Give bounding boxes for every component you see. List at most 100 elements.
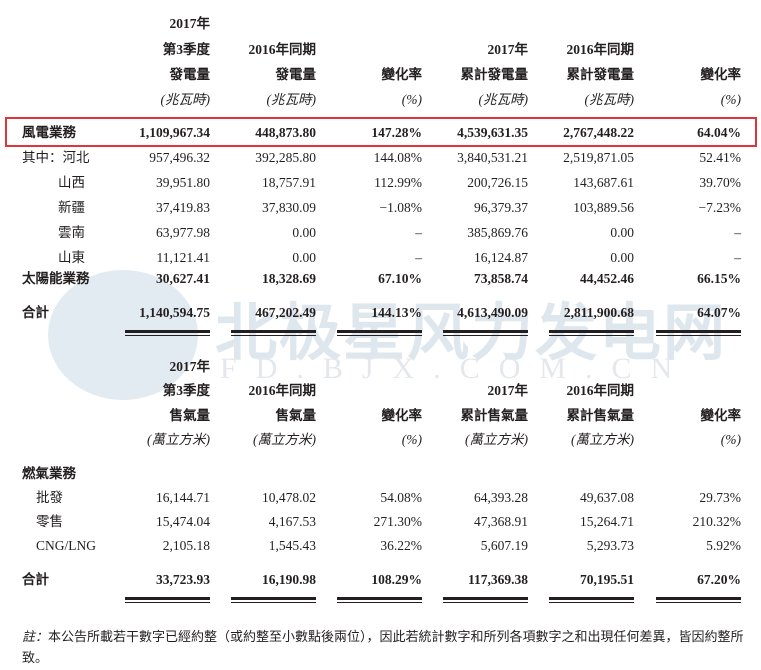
- table-cell: 2,811,900.68: [563, 305, 634, 320]
- table-cell: 2,519,871.05: [563, 150, 634, 165]
- column-header: 2016年同期: [248, 383, 317, 398]
- table-cell: 103,889.56: [573, 200, 634, 215]
- table-cell: –: [415, 225, 422, 240]
- row-label: 合計: [22, 572, 49, 587]
- column-header: (萬立方米): [465, 432, 528, 447]
- table-cell: 1,545.43: [268, 538, 316, 553]
- column-header: 售氣量: [275, 408, 317, 423]
- double-underline: [337, 597, 422, 603]
- double-underline: [337, 330, 422, 336]
- table-cell: 63,977.98: [156, 225, 210, 240]
- column-header: 第3季度: [162, 42, 210, 57]
- double-underline: [231, 597, 316, 603]
- double-underline: [656, 330, 741, 336]
- column-header: (%): [720, 92, 741, 107]
- column-header: 2016年同期: [566, 42, 635, 57]
- column-header: (%): [720, 432, 741, 447]
- row-label: 零售: [36, 514, 63, 529]
- row-label: 其中：河北: [22, 150, 90, 165]
- table-cell: 29.73%: [699, 490, 741, 505]
- row-label: 合計: [22, 305, 49, 320]
- column-header: 變化率: [381, 67, 423, 82]
- table-cell: 18,328.69: [262, 271, 316, 286]
- table-cell: 144.08%: [373, 150, 422, 165]
- table-cell: −7.23%: [698, 200, 741, 215]
- table-cell: 54.08%: [380, 490, 422, 505]
- note-text: 本公告所載若干數字已經約整（或約整至小數點後兩位），因此若統計數字和所列各項數字…: [22, 629, 744, 665]
- column-header: (萬立方米): [571, 432, 634, 447]
- table-cell: –: [415, 250, 422, 265]
- table-cell: 18,757.91: [262, 175, 316, 190]
- table-cell: 47,368.91: [474, 514, 528, 529]
- table-cell: 385,869.76: [467, 225, 528, 240]
- column-header: 發電量: [169, 67, 211, 82]
- table-cell: 64.04%: [697, 125, 741, 140]
- table-cell: 448,873.80: [255, 125, 316, 140]
- column-header: 累計售氣量: [566, 408, 635, 423]
- table-cell: 67.10%: [378, 271, 422, 286]
- table-cell: 0.00: [610, 250, 634, 265]
- column-header: (萬立方米): [147, 432, 210, 447]
- column-header: 2017年: [169, 359, 211, 374]
- table-cell: 39,951.80: [156, 175, 210, 190]
- table-cell: –: [734, 250, 741, 265]
- table-cell: 0.00: [292, 225, 316, 240]
- table-cell: 2,105.18: [162, 538, 210, 553]
- row-label: 風電業務: [22, 125, 76, 140]
- table-cell: 10,478.02: [262, 490, 316, 505]
- table-cell: –: [734, 225, 741, 240]
- table-cell: 271.30%: [373, 514, 422, 529]
- table-cell: 96,379.37: [474, 200, 528, 215]
- double-underline: [125, 330, 210, 336]
- double-underline: [443, 597, 528, 603]
- footnote: 註：本公告所載若干數字已經約整（或約整至小數點後兩位），因此若統計數字和所列各項…: [22, 626, 747, 668]
- double-underline: [231, 330, 316, 336]
- table-cell: 2,767,448.22: [563, 125, 634, 140]
- column-header: (兆瓦時): [584, 92, 635, 107]
- table-cell: 15,264.71: [580, 514, 634, 529]
- row-label: 批發: [36, 490, 63, 505]
- column-header: (%): [401, 92, 422, 107]
- table-cell: −1.08%: [379, 200, 422, 215]
- column-header: 2016年同期: [566, 383, 635, 398]
- column-header: 累計售氣量: [460, 408, 529, 423]
- table-cell: 143,687.61: [573, 175, 634, 190]
- table-cell: 210.32%: [692, 514, 741, 529]
- double-underline: [549, 597, 634, 603]
- table-cell: 37,419.83: [156, 200, 210, 215]
- table-cell: 5.92%: [706, 538, 741, 553]
- table-cell: 52.41%: [699, 150, 741, 165]
- table-cell: 1,140,594.75: [139, 305, 210, 320]
- table-cell: 144.13%: [371, 305, 422, 320]
- table-cell: 16,190.98: [262, 572, 316, 587]
- table-cell: 67.20%: [697, 572, 741, 587]
- watermark-url: FD.BJX.COM.CN: [220, 352, 692, 385]
- column-header: (萬立方米): [253, 432, 316, 447]
- row-label: CNG/LNG: [36, 538, 96, 553]
- table-cell: 16,124.87: [474, 250, 528, 265]
- row-label: 太陽能業務: [22, 271, 90, 286]
- double-underline: [125, 597, 210, 603]
- row-label: 雲南: [58, 225, 85, 240]
- table-cell: 0.00: [610, 225, 634, 240]
- column-header: 2017年: [487, 383, 529, 398]
- double-underline: [443, 330, 528, 336]
- note-prefix: 註：: [22, 629, 49, 644]
- table-cell: 44,452.46: [580, 271, 634, 286]
- table-cell: 36.22%: [380, 538, 422, 553]
- column-header: 2017年: [169, 16, 211, 31]
- table-cell: 957,496.32: [149, 150, 210, 165]
- column-header: 變化率: [700, 67, 742, 82]
- table-cell: 11,121.41: [156, 250, 211, 265]
- column-header: (%): [401, 432, 422, 447]
- table-cell: 37,830.09: [262, 200, 316, 215]
- table-cell: 112.99%: [374, 175, 422, 190]
- table-cell: 5,607.19: [480, 538, 528, 553]
- table-cell: 108.29%: [371, 572, 422, 587]
- row-label: 山東: [58, 250, 85, 265]
- table-cell: 4,539,631.35: [457, 125, 528, 140]
- table-cell: 392,285.80: [255, 150, 316, 165]
- column-header: 變化率: [381, 408, 423, 423]
- column-header: 第3季度: [162, 383, 210, 398]
- table-cell: 30,627.41: [156, 271, 210, 286]
